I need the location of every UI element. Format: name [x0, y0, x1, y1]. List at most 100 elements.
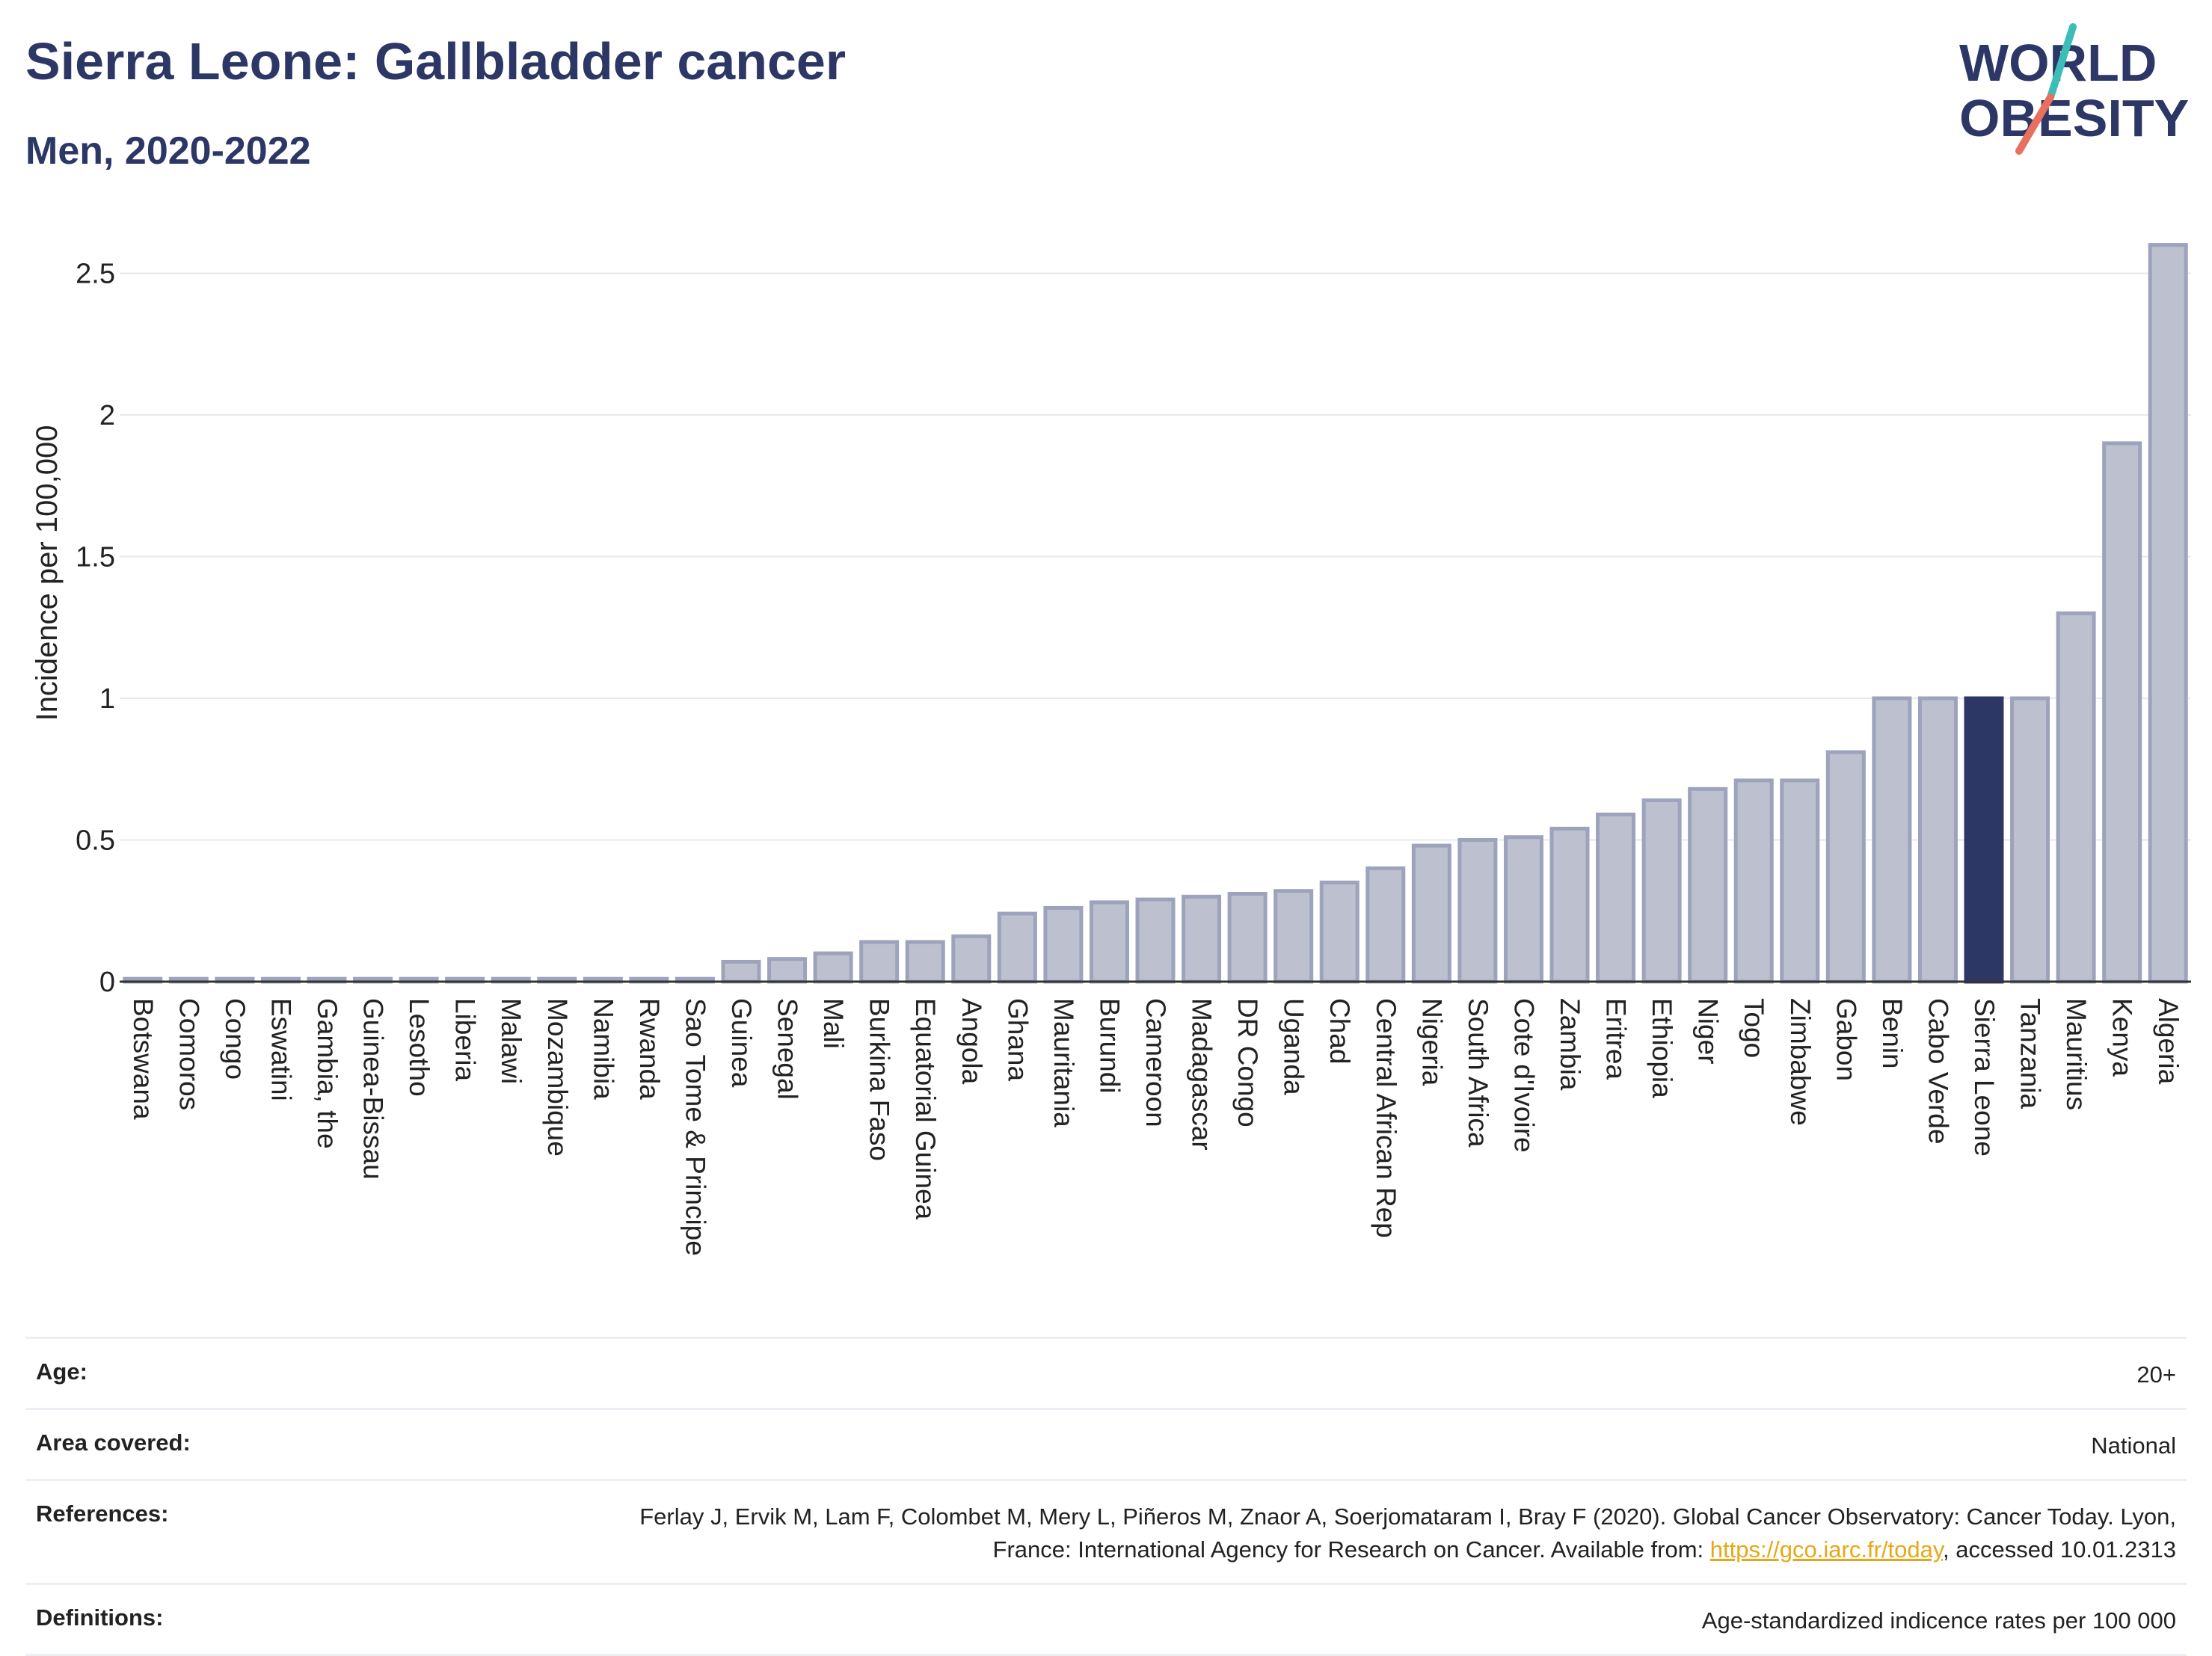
x-tick-label: Malawi	[496, 998, 526, 1084]
x-tick-label: Lesotho	[404, 998, 434, 1097]
x-tick-label: Congo	[220, 998, 251, 1080]
definitions-label: Definitions:	[36, 1604, 164, 1631]
y-tick-label: 2	[99, 400, 115, 431]
x-tick-label: DR Congo	[1232, 998, 1263, 1127]
x-tick-label: Comoros	[173, 998, 204, 1110]
bar-ghana	[997, 911, 1037, 984]
bar-equatorial-guinea	[905, 940, 945, 984]
bar-uganda	[1274, 889, 1314, 984]
bar-burundi	[1089, 900, 1129, 984]
age-value: 20+	[2136, 1361, 2176, 1388]
x-tick-label: Uganda	[1279, 998, 1309, 1095]
logo-text-obesity: OBESITY	[1959, 89, 2189, 147]
x-tick-label: Sierra Leone	[1969, 998, 2000, 1157]
references-label: References:	[36, 1500, 169, 1527]
world-obesity-logo: WORLD OBESITY	[1959, 23, 2189, 155]
area-value: National	[2091, 1432, 2176, 1459]
x-tick-label: Burkina Faso	[864, 998, 895, 1161]
x-tick-label: Madagascar	[1187, 998, 1217, 1151]
x-tick-label: Benin	[1877, 998, 1908, 1069]
x-tick-label: Mozambique	[542, 998, 573, 1157]
bar-ethiopia	[1641, 798, 1682, 984]
x-tick-label: Cote d'Ivoire	[1508, 998, 1539, 1153]
x-tick-label: Guinea	[726, 998, 757, 1088]
x-tick-label: Rwanda	[634, 998, 665, 1100]
info-row-references: References: Ferlay J, Ervik M, Lam F, Co…	[25, 1479, 2187, 1583]
bar-central-african-rep	[1365, 866, 1406, 984]
bar-madagascar	[1182, 894, 1222, 984]
x-tick-label: Angola	[956, 998, 987, 1085]
area-label: Area covered:	[36, 1429, 191, 1456]
bar-togo	[1733, 778, 1774, 984]
x-tick-label: Ghana	[1002, 998, 1033, 1082]
bar-benin	[1872, 696, 1912, 984]
bar-mauritius	[2056, 611, 2096, 984]
x-tick-label: Cameroon	[1140, 998, 1171, 1127]
bar-cote-d-ivoire	[1503, 835, 1543, 984]
bar-mauritania	[1043, 905, 1084, 984]
bar-zambia	[1549, 826, 1590, 984]
chart-subtitle: Men, 2020-2022	[25, 129, 311, 173]
x-tick-label: Ethiopia	[1647, 998, 1677, 1098]
x-tick-label: Sao Tome & Principe	[680, 998, 710, 1256]
bar-sierra-leone	[1964, 696, 2004, 984]
x-tick-label: Burundi	[1094, 998, 1125, 1094]
references-text: Ferlay J, Ervik M, Lam F, Colombet M, Me…	[639, 1503, 2176, 1563]
bar-angola	[951, 934, 992, 984]
bar-cameroon	[1135, 897, 1176, 984]
bar-chad	[1319, 880, 1360, 984]
x-tick-label: Algeria	[2153, 998, 2184, 1085]
bar-senegal	[767, 957, 808, 984]
x-tick-label: Mauritania	[1048, 998, 1079, 1127]
x-tick-label: Eswatini	[265, 998, 296, 1101]
references-value: Ferlay J, Ervik M, Lam F, Colombet M, Me…	[591, 1500, 2176, 1566]
bar-dr-congo	[1227, 892, 1268, 984]
x-tick-label: Gambia, the	[312, 998, 342, 1149]
x-tick-label: Mali	[818, 998, 849, 1049]
x-tick-label: South Africa	[1463, 998, 1493, 1148]
bar-niger	[1688, 787, 1728, 984]
x-tick-label: Cabo Verde	[1923, 998, 1953, 1144]
definitions-value: Age-standardized indicence rates per 100…	[1701, 1607, 2176, 1634]
logo-slash-coral	[2015, 93, 2054, 155]
x-tick-label: Togo	[1739, 998, 1769, 1058]
y-tick-label: 2.5	[76, 258, 115, 289]
bar-tanzania	[2010, 696, 2050, 984]
bars	[123, 243, 2188, 984]
bar-cabo-verde	[1917, 696, 1958, 984]
bar-gabon	[1825, 750, 1866, 984]
x-tick-label: Zambia	[1555, 998, 1585, 1091]
y-tick-label: 0	[99, 967, 115, 998]
x-tick-label: Guinea-Bissau	[358, 998, 389, 1180]
x-tick-label: Liberia	[450, 998, 481, 1081]
bar-kenya	[2102, 441, 2142, 984]
x-tick-label: Kenya	[2107, 998, 2138, 1077]
y-tick-label: 0.5	[76, 825, 115, 856]
logo-slash-teal	[2047, 23, 2077, 101]
info-row-area: Area covered: National	[25, 1408, 2187, 1479]
bar-eritrea	[1596, 812, 1636, 984]
bar-guinea	[721, 959, 761, 984]
x-tick-label: Nigeria	[1416, 998, 1447, 1086]
x-tick-label: Mauritius	[2061, 998, 2092, 1110]
x-tick-label: Niger	[1693, 998, 1724, 1064]
info-row-definitions: Definitions: Age-standardized indicence …	[25, 1583, 2187, 1656]
bar-algeria	[2148, 243, 2188, 984]
info-table: Age: 20+ Area covered: National Referenc…	[25, 1337, 2187, 1656]
bar-zimbabwe	[1780, 778, 1820, 984]
y-tick-label: 1	[99, 683, 115, 715]
bar-south-africa	[1457, 837, 1498, 984]
bar-nigeria	[1411, 843, 1451, 984]
x-tick-label: Senegal	[772, 998, 803, 1100]
x-tick-label: Equatorial Guinea	[910, 998, 941, 1220]
references-link[interactable]: https://gco.iarc.fr/today	[1709, 1536, 1944, 1563]
x-tick-label: Eritrea	[1601, 998, 1632, 1080]
x-tick-label: Namibia	[588, 998, 618, 1100]
age-label: Age:	[36, 1358, 87, 1385]
bar-mali	[813, 951, 853, 984]
x-axis-labels: Botswana Comoros Congo Eswatini Gambia, the G…	[128, 998, 2184, 1256]
x-tick-label: Zimbabwe	[1785, 998, 1816, 1126]
y-axis-label: Incidence per 100,000	[31, 425, 64, 721]
x-tick-label: Central African Rep	[1371, 998, 1401, 1238]
x-tick-label: Botswana	[128, 998, 159, 1120]
